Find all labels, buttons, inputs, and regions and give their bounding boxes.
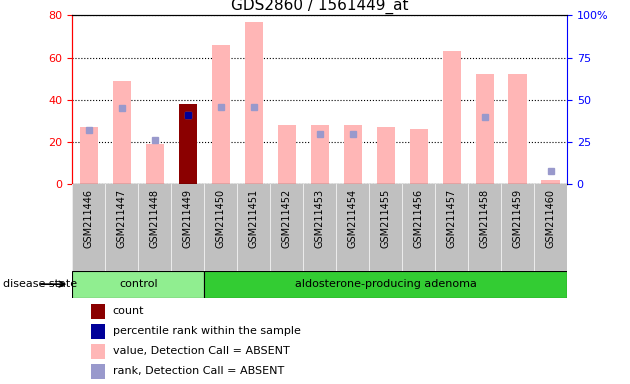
- Text: GSM211447: GSM211447: [117, 189, 127, 248]
- Text: count: count: [113, 306, 144, 316]
- Bar: [311, 125, 329, 184]
- Bar: [72, 271, 204, 298]
- Bar: [212, 45, 230, 184]
- Bar: [278, 125, 296, 184]
- Text: rank, Detection Call = ABSENT: rank, Detection Call = ABSENT: [113, 366, 284, 376]
- Text: GSM211446: GSM211446: [84, 189, 94, 248]
- Text: GSM211450: GSM211450: [216, 189, 226, 248]
- Bar: [113, 81, 131, 184]
- Bar: [204, 271, 567, 298]
- Bar: [508, 74, 527, 184]
- Text: GSM211456: GSM211456: [414, 189, 423, 248]
- Text: GSM211458: GSM211458: [479, 189, 490, 248]
- Bar: [146, 144, 164, 184]
- Text: GSM211457: GSM211457: [447, 189, 457, 248]
- Bar: [80, 127, 98, 184]
- Bar: [244, 22, 263, 184]
- Text: GSM211455: GSM211455: [381, 189, 391, 248]
- Text: GSM211449: GSM211449: [183, 189, 193, 248]
- Text: control: control: [119, 279, 158, 289]
- Text: disease state: disease state: [3, 279, 77, 289]
- Bar: [410, 129, 428, 184]
- Bar: [179, 104, 197, 184]
- Text: GSM211448: GSM211448: [150, 189, 160, 248]
- Bar: [377, 127, 395, 184]
- Text: percentile rank within the sample: percentile rank within the sample: [113, 326, 301, 336]
- Title: GDS2860 / 1561449_at: GDS2860 / 1561449_at: [231, 0, 408, 14]
- Text: aldosterone-producing adenoma: aldosterone-producing adenoma: [295, 279, 477, 289]
- Text: GSM211460: GSM211460: [546, 189, 556, 248]
- Text: GSM211452: GSM211452: [282, 189, 292, 248]
- Text: value, Detection Call = ABSENT: value, Detection Call = ABSENT: [113, 346, 290, 356]
- Text: GSM211459: GSM211459: [513, 189, 522, 248]
- Text: GSM211451: GSM211451: [249, 189, 259, 248]
- Text: GSM211454: GSM211454: [348, 189, 358, 248]
- Bar: [343, 125, 362, 184]
- Text: GSM211453: GSM211453: [315, 189, 324, 248]
- Bar: [442, 51, 461, 184]
- Bar: [541, 180, 559, 184]
- Bar: [476, 74, 494, 184]
